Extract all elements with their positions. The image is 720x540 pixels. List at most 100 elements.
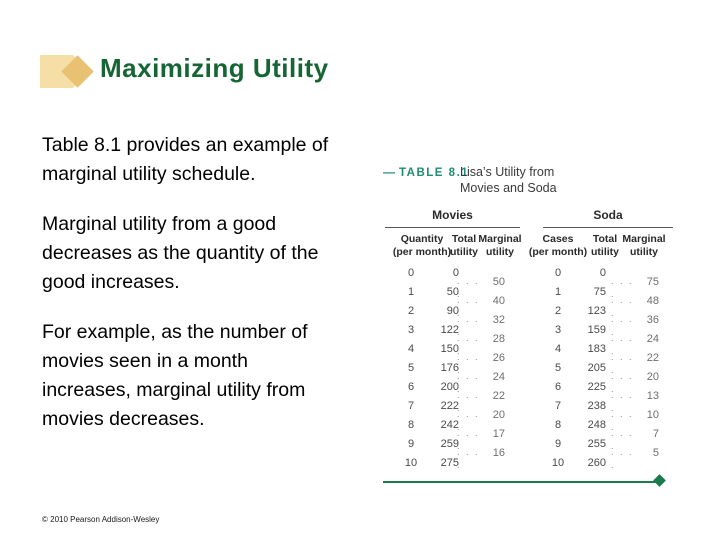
movies-total-utility-cell: 150 [440, 343, 459, 355]
dots-leader: . . . . [611, 428, 634, 451]
soda-marginal-utility-cell: . . . . 36 [611, 313, 659, 337]
paragraph-marginal-utility: Marginal utility from a good decreases a… [42, 213, 319, 293]
dots-leader: . . . . [611, 352, 634, 375]
table-caption-line1: Lisa’s Utility from [460, 165, 555, 179]
movies-marginal-utility-cell: . . . . 22 [457, 389, 505, 413]
dots-leader: . . . . [611, 276, 634, 299]
soda-cases-header: Cases (per month) [528, 233, 588, 258]
marginal-value: 24 [492, 371, 505, 383]
table-caption: Lisa’s Utility from Movies and Soda [460, 164, 557, 196]
soda-total-utility-cell: 205 [587, 362, 606, 374]
table-bottom-rule [383, 481, 662, 483]
dots-leader: . . . . [457, 428, 480, 451]
marginal-value: 10 [646, 409, 659, 421]
table-label: TABLE 8.1 [399, 167, 470, 179]
movies-marginal-utility-cell: . . . . 24 [457, 370, 505, 394]
body-text: Table 8.1 provides an example of margina… [42, 131, 342, 455]
soda-quantity-cell: 1 [554, 286, 562, 298]
table-8-1-figure: — TABLE 8.1 Lisa’s Utility from Movies an… [383, 163, 675, 493]
marginal-value: 40 [492, 295, 505, 307]
marginal-value: 28 [492, 333, 505, 345]
soda-total-utility-cell: 260 [587, 457, 606, 469]
marginal-value: 20 [646, 371, 659, 383]
marginal-value: 48 [646, 295, 659, 307]
soda-marginal-utility-cell: . . . . 7 [611, 427, 659, 451]
dots-leader: . . . . [611, 447, 634, 470]
soda-total-utility-cell: 255 [587, 438, 606, 450]
soda-total-header: Total utility [591, 233, 619, 258]
dots-leader: . . . . [611, 409, 634, 432]
table-caption-line2: Movies and Soda [460, 181, 557, 195]
movies-quantity-cell: 5 [407, 362, 415, 374]
dots-leader: . . . . [611, 371, 634, 394]
soda-marginal-utility-cell: . . . . 20 [611, 370, 659, 394]
soda-quantity-cell: 8 [554, 419, 562, 431]
soda-quantity-cell: 10 [551, 457, 565, 469]
movies-quantity-cell: 7 [407, 400, 415, 412]
soda-group-label: Soda [593, 208, 623, 222]
marginal-value: 17 [492, 428, 505, 440]
movies-quantity-cell: 3 [407, 324, 415, 336]
soda-quantity-cell: 5 [554, 362, 562, 374]
soda-quantity-cell: 3 [554, 324, 562, 336]
movies-marginal-header: Marginal utility [478, 233, 522, 258]
soda-quantity-cell: 9 [554, 438, 562, 450]
soda-marginal-utility-cell: . . . . 5 [611, 446, 659, 470]
movies-total-utility-cell: 242 [440, 419, 459, 431]
movies-marginal-utility-cell: . . . . 28 [457, 332, 505, 356]
soda-total-utility-cell: 123 [587, 305, 606, 317]
table-label-dash: — [383, 165, 395, 179]
soda-total-utility-cell: 183 [587, 343, 606, 355]
soda-marginal-utility-cell: . . . . 13 [611, 389, 659, 413]
marginal-value: 26 [492, 352, 505, 364]
dots-leader: . . . . [611, 295, 634, 318]
movies-quantity-cell: 10 [404, 457, 418, 469]
copyright-text: © 2010 Pearson Addison-Wesley [42, 515, 160, 524]
dots-leader: . . . . [457, 276, 480, 299]
soda-marginal-utility-cell: . . . . 48 [611, 294, 659, 318]
movies-marginal-utility-cell: . . . . 26 [457, 351, 505, 375]
dots-leader: . . . . [611, 390, 634, 413]
marginal-value: 20 [492, 409, 505, 421]
soda-total-utility-cell: 75 [593, 286, 606, 298]
marginal-value: 7 [652, 428, 659, 440]
marginal-value: 22 [646, 352, 659, 364]
movies-quantity-header: Quantity (per month) [392, 233, 452, 258]
soda-group-rule [543, 227, 673, 228]
soda-marginal-header: Marginal utility [622, 233, 666, 258]
soda-total-utility-cell: 248 [587, 419, 606, 431]
movies-marginal-utility-cell: . . . . 16 [457, 446, 505, 470]
movies-total-utility-cell: 90 [446, 305, 459, 317]
soda-marginal-utility-cell: . . . . 10 [611, 408, 659, 432]
paragraph-example: For example, as the number of movies see… [42, 321, 308, 430]
slide-title: Maximizing Utility [100, 53, 329, 83]
movies-marginal-utility-cell: . . . . 20 [457, 408, 505, 432]
dots-leader: . . . . [457, 333, 480, 356]
movies-total-utility-cell: 122 [440, 324, 459, 336]
marginal-value: 32 [492, 314, 505, 326]
soda-quantity-cell: 4 [554, 343, 562, 355]
movies-group-label: Movies [432, 208, 473, 222]
movies-group-rule [385, 227, 520, 228]
movies-marginal-utility-cell: . . . . 50 [457, 275, 505, 299]
soda-marginal-utility-cell: . . . . 24 [611, 332, 659, 356]
paragraph-intro: Table 8.1 provides an example of margina… [42, 134, 329, 185]
soda-marginal-utility-cell: . . . . 75 [611, 275, 659, 299]
marginal-value: 22 [492, 390, 505, 402]
marginal-value: 50 [492, 276, 505, 288]
marginal-value: 13 [646, 390, 659, 402]
soda-quantity-cell: 6 [554, 381, 562, 393]
marginal-value: 5 [652, 447, 659, 459]
dots-leader: . . . . [457, 295, 480, 318]
dots-leader: . . . . [457, 447, 480, 470]
movies-quantity-cell: 0 [407, 267, 415, 279]
table-data-area: 0 0 1 50 2 90 3 122 4 150 5 176 6 200 7 222 8 242 9 259 10 27… [383, 266, 675, 478]
soda-total-utility-cell: 0 [599, 267, 606, 279]
soda-quantity-cell: 2 [554, 305, 562, 317]
movies-marginal-utility-cell: . . . . 40 [457, 294, 505, 318]
marginal-value: 36 [646, 314, 659, 326]
movies-quantity-cell: 9 [407, 438, 415, 450]
dots-leader: . . . . [457, 371, 480, 394]
marginal-value: 75 [646, 276, 659, 288]
